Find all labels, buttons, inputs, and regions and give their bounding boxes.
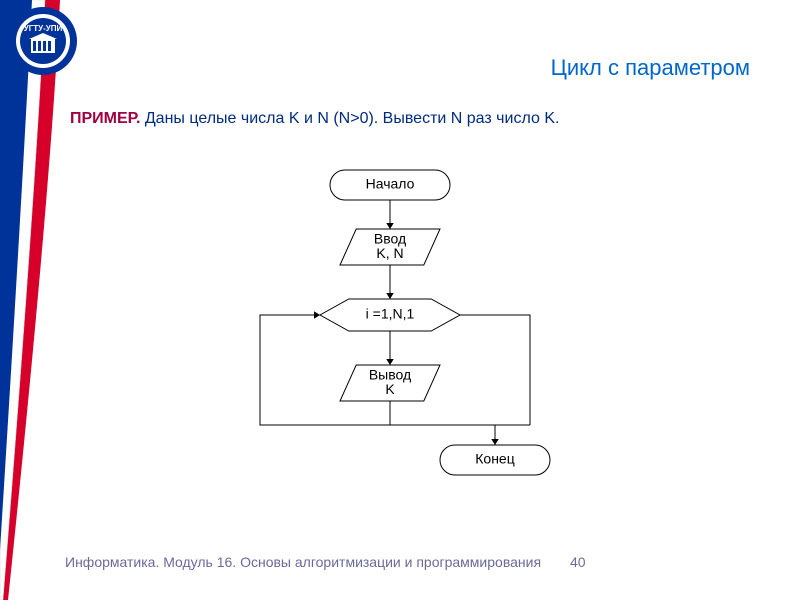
- example-label: ПРИМЕР.: [70, 110, 140, 127]
- page-number: 40: [570, 554, 586, 570]
- page-title: Цикл с параметром: [551, 55, 750, 81]
- footer-text: Информатика. Модуль 16. Основы алгоритми…: [65, 554, 541, 570]
- svg-text:i =1,N,1: i =1,N,1: [366, 306, 415, 322]
- svg-text:Вывод: Вывод: [369, 366, 411, 382]
- svg-text:Ввод: Ввод: [374, 230, 406, 246]
- example-text: Даны целые числа K и N (N>0). Вывести N …: [140, 110, 559, 127]
- svg-text:K: K: [385, 381, 395, 397]
- svg-text:Конец: Конец: [475, 451, 514, 467]
- university-logo: УГТУ-УПИ: [8, 6, 78, 76]
- example-statement: ПРИМЕР. Даны целые числа K и N (N>0). Вы…: [70, 110, 559, 128]
- svg-text:Начало: Начало: [366, 176, 415, 192]
- svg-text:K, N: K, N: [376, 245, 403, 261]
- corner-ribbon: [0, 0, 110, 110]
- logo-text: УГТУ-УПИ: [24, 24, 63, 33]
- flowchart-diagram: Начало ВводK, N i =1,N,1 ВыводK Конец: [200, 165, 600, 535]
